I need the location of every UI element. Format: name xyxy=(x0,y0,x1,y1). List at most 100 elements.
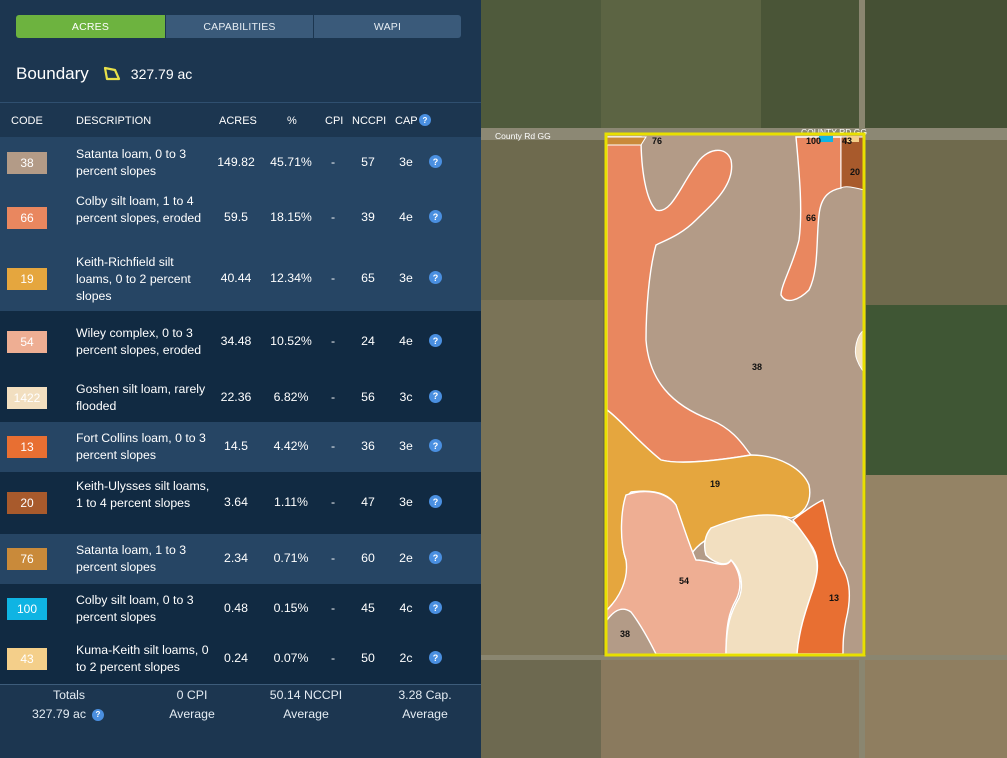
soil-cap: 4e xyxy=(399,334,413,348)
info-icon[interactable]: ? xyxy=(429,155,442,168)
tab-capabilities[interactable]: CAPABILITIES xyxy=(166,15,313,38)
soil-description: Kuma-Keith silt loams, 0 to 2 percent sl… xyxy=(76,643,209,674)
soil-100[interactable] xyxy=(819,136,833,142)
field-boundary[interactable] xyxy=(604,132,866,657)
info-icon[interactable]: ? xyxy=(429,651,442,664)
info-icon[interactable]: ? xyxy=(429,389,442,403)
boundary-header: Boundary 327.79 ac xyxy=(16,64,192,84)
soil-description: Colby silt loam, 0 to 3 percent slopes xyxy=(76,593,194,624)
totals-nccpi: 50.14 NCCPI xyxy=(269,688,343,702)
soil-percent: 45.71% xyxy=(270,155,312,169)
info-icon[interactable]: ? xyxy=(429,439,442,452)
soil-cpi: - xyxy=(330,651,336,665)
table-row[interactable]: 38 Satanta loam, 0 to 3 percent slopes 149… xyxy=(0,137,481,189)
soil-acres: 0.48 xyxy=(224,601,248,615)
soil-code-swatch: 20 xyxy=(7,492,47,514)
soil-percent: 12.34% xyxy=(270,271,312,285)
field xyxy=(866,475,1007,655)
totals-cpi: 0 CPI xyxy=(176,688,208,702)
field xyxy=(761,0,861,128)
field xyxy=(866,140,1007,305)
table-row[interactable]: 1422 Goshen silt loam, rarely flooded 22.3… xyxy=(0,373,481,422)
soil-percent: 6.82% xyxy=(273,389,309,404)
table-row[interactable]: 20 Keith-Ulysses silt loams, 1 to 4 perce… xyxy=(0,472,481,534)
map-label-100: 100 xyxy=(806,136,821,146)
soil-cap: 2c xyxy=(399,651,413,665)
soil-43[interactable] xyxy=(847,136,859,142)
soil-polygons xyxy=(606,134,865,655)
soil-description: Keith-Richfield silt loams, 0 to 2 perce… xyxy=(76,254,191,303)
field xyxy=(601,0,761,128)
soil-code-swatch: 100 xyxy=(7,598,47,620)
soil-description: Fort Collins loam, 0 to 3 percent slopes xyxy=(76,431,206,462)
road xyxy=(481,655,1007,660)
road-label-left: County Rd GG xyxy=(495,131,551,141)
totals-nccpi-sub: Average xyxy=(283,707,329,721)
info-icon[interactable]: ? xyxy=(429,271,442,284)
table-row[interactable]: 19 Keith-Richfield silt loams, 0 to 2 per… xyxy=(0,247,481,311)
header-cpi: CPI xyxy=(325,115,344,127)
soil-nccpi: 36 xyxy=(361,439,375,453)
soil-description: Wiley complex, 0 to 3 percent slopes, er… xyxy=(76,326,202,357)
map-label-19: 19 xyxy=(710,479,720,489)
soils-panel: ACRES CAPABILITIES WAPI Boundary 327.79 … xyxy=(0,0,481,758)
soil-cap: 2e xyxy=(399,551,413,565)
info-icon[interactable]: ? xyxy=(429,334,442,347)
soil-cpi: - xyxy=(330,601,336,615)
table-row[interactable]: 76 Satanta loam, 1 to 3 percent slopes 2.3… xyxy=(0,534,481,584)
table-row[interactable]: 13 Fort Collins loam, 0 to 3 percent slop… xyxy=(0,422,481,472)
soil-percent: 18.15% xyxy=(270,210,312,224)
soil-cpi: - xyxy=(330,389,336,404)
field xyxy=(861,660,1007,758)
soil-percent: 10.52% xyxy=(270,334,312,348)
table-row[interactable]: 100 Colby silt loam, 0 to 3 percent slope… xyxy=(0,584,481,634)
soil-description: Keith-Ulysses silt loams, 1 to 4 percent… xyxy=(76,478,210,510)
totals-acres: 327.79 ac xyxy=(31,707,86,721)
soil-code-swatch: 1422 xyxy=(7,386,47,409)
satellite-map[interactable]: County Rd GG COUNTY RD GG 76 100 43 20 6… xyxy=(481,0,1007,758)
cap-info-icon[interactable]: ? xyxy=(419,114,431,126)
soil-cap: 3e xyxy=(399,439,413,453)
totals-label: Totals xyxy=(52,688,86,702)
soil-cpi: - xyxy=(330,155,336,169)
info-icon[interactable]: ? xyxy=(429,495,442,508)
soil-code-swatch: 66 xyxy=(7,207,47,229)
info-icon[interactable]: ? xyxy=(429,551,442,564)
soil-13[interactable] xyxy=(792,499,850,655)
map-label-76: 76 xyxy=(652,136,662,146)
soil-cap: 3e xyxy=(399,271,413,285)
header-pct: % xyxy=(287,115,297,127)
field xyxy=(481,140,603,300)
totals-info-icon[interactable]: ? xyxy=(92,708,104,721)
totals-cpi-sub: Average xyxy=(169,707,215,721)
map-label-43: 43 xyxy=(842,136,852,146)
table-row[interactable]: 43 Kuma-Keith silt loams, 0 to 2 percent … xyxy=(0,634,481,684)
road-label-right: COUNTY RD GG xyxy=(801,127,867,137)
soil-acres: 14.5 xyxy=(224,439,248,453)
soil-percent: 4.42% xyxy=(273,439,309,453)
soil-cpi: - xyxy=(330,271,336,285)
soil-code-swatch: 13 xyxy=(7,436,47,458)
info-icon[interactable]: ? xyxy=(429,210,442,223)
map-label-20: 20 xyxy=(850,167,860,177)
polygon-icon xyxy=(103,66,120,81)
tab-acres[interactable]: ACRES xyxy=(16,15,165,38)
tab-wapi[interactable]: WAPI xyxy=(314,15,461,38)
soil-cap: 4e xyxy=(399,210,413,224)
boundary-acres: 327.79 ac xyxy=(130,66,193,82)
soil-acres: 40.44 xyxy=(220,271,252,285)
map-canvas[interactable]: County Rd GG COUNTY RD GG 76 100 43 20 6… xyxy=(481,0,1007,758)
divider xyxy=(0,102,481,103)
header-cap: CAP xyxy=(395,115,418,127)
table-row[interactable]: 66 Colby silt loam, 1 to 4 percent slopes… xyxy=(0,189,481,247)
soil-66-east[interactable] xyxy=(780,136,842,302)
table-row[interactable]: 54 Wiley complex, 0 to 3 percent slopes, … xyxy=(0,311,481,373)
soil-nccpi: 45 xyxy=(361,601,375,615)
info-icon[interactable]: ? xyxy=(429,601,442,614)
soil-percent: 0.07% xyxy=(273,651,309,665)
totals-cap-sub: Average xyxy=(402,707,448,721)
header-description: DESCRIPTION xyxy=(76,115,152,127)
soil-nccpi: 60 xyxy=(361,551,375,565)
soil-76[interactable] xyxy=(606,136,647,146)
map-label-13: 13 xyxy=(829,593,839,603)
